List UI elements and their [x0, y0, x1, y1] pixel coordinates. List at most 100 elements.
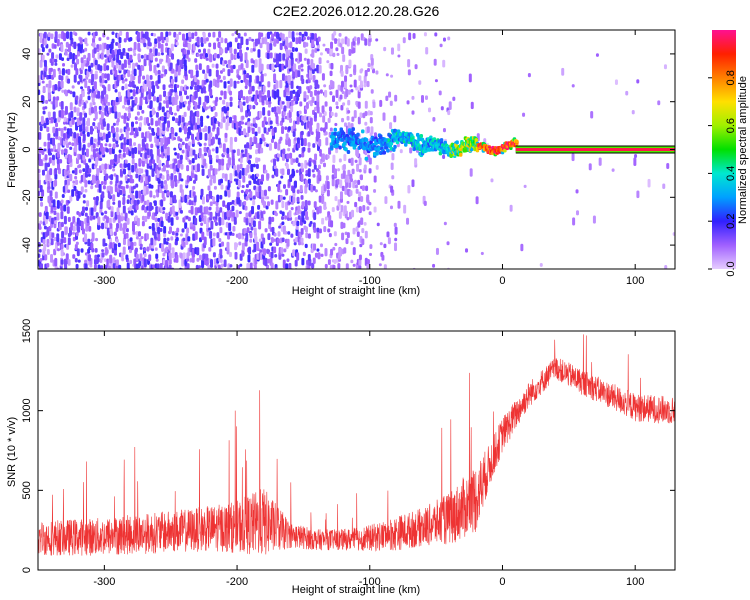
spectrogram-cell: [346, 150, 351, 155]
spectrogram-cell: [101, 252, 105, 258]
spectrogram-cell: [338, 145, 342, 150]
spectrogram-cell: [69, 146, 73, 150]
spectrogram-cell: [187, 43, 191, 51]
spectrogram-cell: [99, 132, 103, 138]
spectrogram-cell: [262, 106, 266, 116]
spectrogram-cell: [185, 122, 189, 127]
spectrogram-cell: [160, 43, 164, 53]
spectrogram-cell: [282, 184, 286, 189]
spectrogram-cell: [358, 168, 362, 173]
spectrogram-cell: [281, 200, 285, 209]
spectrogram-cell: [209, 179, 213, 186]
spectrogram-cell: [390, 185, 394, 193]
spectrogram-cell: [130, 210, 134, 216]
spectrogram-cell: [262, 248, 266, 256]
spectrogram-cell: [520, 243, 524, 252]
spectrogram-cell: [117, 242, 121, 248]
spectrogram-cell: [151, 248, 155, 252]
spectrogram-cell: [68, 154, 72, 163]
spectrogram-cell: [38, 212, 42, 217]
spectrogram-cell: [141, 215, 145, 221]
spectrogram-cell: [162, 164, 166, 172]
spectrogram-cell: [182, 241, 186, 248]
spectrogram-cell: [204, 133, 208, 141]
spectrogram-cell: [150, 52, 154, 61]
spectrogram-cell: [174, 152, 178, 156]
spectrogram-cell: [186, 49, 190, 55]
spectrogram-cell: [326, 270, 329, 274]
spectrogram-cell: [221, 158, 225, 166]
spectrogram-cell: [432, 263, 436, 268]
spectrogram-cell: [349, 84, 353, 88]
spectrogram-cell: [366, 206, 370, 211]
spectrogram-cell: [266, 201, 270, 207]
spectrogram-cell: [132, 231, 136, 235]
spectrogram-cell: [82, 154, 86, 161]
spectrogram-cell: [175, 211, 179, 216]
spectrogram-cell: [141, 265, 145, 269]
spectrogram-cell: [50, 116, 54, 124]
spectrogram-cell: [188, 199, 192, 206]
spectrogram-cell: [254, 131, 258, 137]
spectrogram-cell: [142, 174, 146, 178]
spectrogram-cell: [92, 101, 96, 106]
spectrogram-cell: [151, 222, 155, 231]
spectrogram-cell: [116, 53, 120, 63]
spectrogram-cell: [367, 110, 371, 116]
spectrogram-cell: [588, 163, 592, 171]
spectrogram-cell: [107, 199, 111, 208]
spectrogram-cell: [257, 157, 261, 162]
spectrogram-cell: [114, 69, 118, 77]
spectrogram-cell: [188, 159, 192, 165]
spectrogram-cell: [215, 263, 219, 267]
spectrogram-cell: [300, 173, 304, 182]
spectrogram-cell: [211, 63, 215, 68]
spectrogram-cell: [205, 253, 209, 261]
spectrogram-cell: [124, 159, 128, 164]
spectrogram-cell: [60, 44, 64, 53]
spectrogram-cell: [173, 112, 177, 116]
spectrogram-cell: [179, 252, 183, 259]
spectrogram-cell: [312, 63, 316, 70]
spectrogram-cell: [227, 80, 231, 84]
spectrogram-cell: [176, 227, 180, 233]
spectrogram-cell: [121, 79, 125, 84]
spectrogram-cell: [74, 221, 78, 227]
spectrogram-cell: [230, 65, 234, 74]
spectrogram-cell: [263, 127, 267, 134]
spectrogram-cell: [80, 220, 84, 230]
spectrogram-cell: [48, 80, 52, 89]
spectrogram-cell: [261, 37, 265, 45]
spectrogram-cell: [38, 248, 42, 253]
spectrogram-cell: [323, 111, 327, 116]
spectrogram-cell: [152, 85, 156, 94]
spectrogram-cell: [320, 127, 324, 132]
colorbar-ticks: 0.00.20.40.60.8: [708, 70, 737, 277]
spectrogram-cell: [388, 91, 392, 98]
spectrogram-cell: [167, 215, 171, 223]
spectrogram-cell: [209, 267, 213, 269]
spectrogram-cell: [181, 79, 185, 84]
spectrogram-cell: [265, 143, 269, 148]
spectrogram-cell: [203, 215, 207, 225]
spectrogram-cell: [67, 68, 71, 75]
spectrogram-cell: [48, 48, 52, 53]
spectrogram-cell: [75, 95, 79, 101]
spectrogram-cell: [167, 269, 170, 275]
x-tick-label: -200: [226, 275, 248, 287]
spectrogram-cell: [201, 196, 205, 205]
spectrogram-cell: [218, 243, 222, 248]
spectrogram-cell: [152, 95, 156, 102]
spectrogram-cell: [160, 205, 164, 213]
spectrogram-cell: [46, 126, 50, 133]
spectrogram-cell: [300, 137, 304, 147]
spectrogram-cell: [112, 100, 116, 107]
spectrogram-cell: [206, 222, 210, 229]
spectrogram-cell: [267, 110, 271, 117]
spectrogram-cell: [253, 227, 257, 236]
spectrogram-cell: [181, 228, 185, 233]
spectrogram-cell: [98, 37, 102, 42]
spectrogram-cell: [161, 174, 165, 180]
spectrogram-cell: [169, 106, 173, 115]
spectrogram-cell: [268, 216, 272, 225]
